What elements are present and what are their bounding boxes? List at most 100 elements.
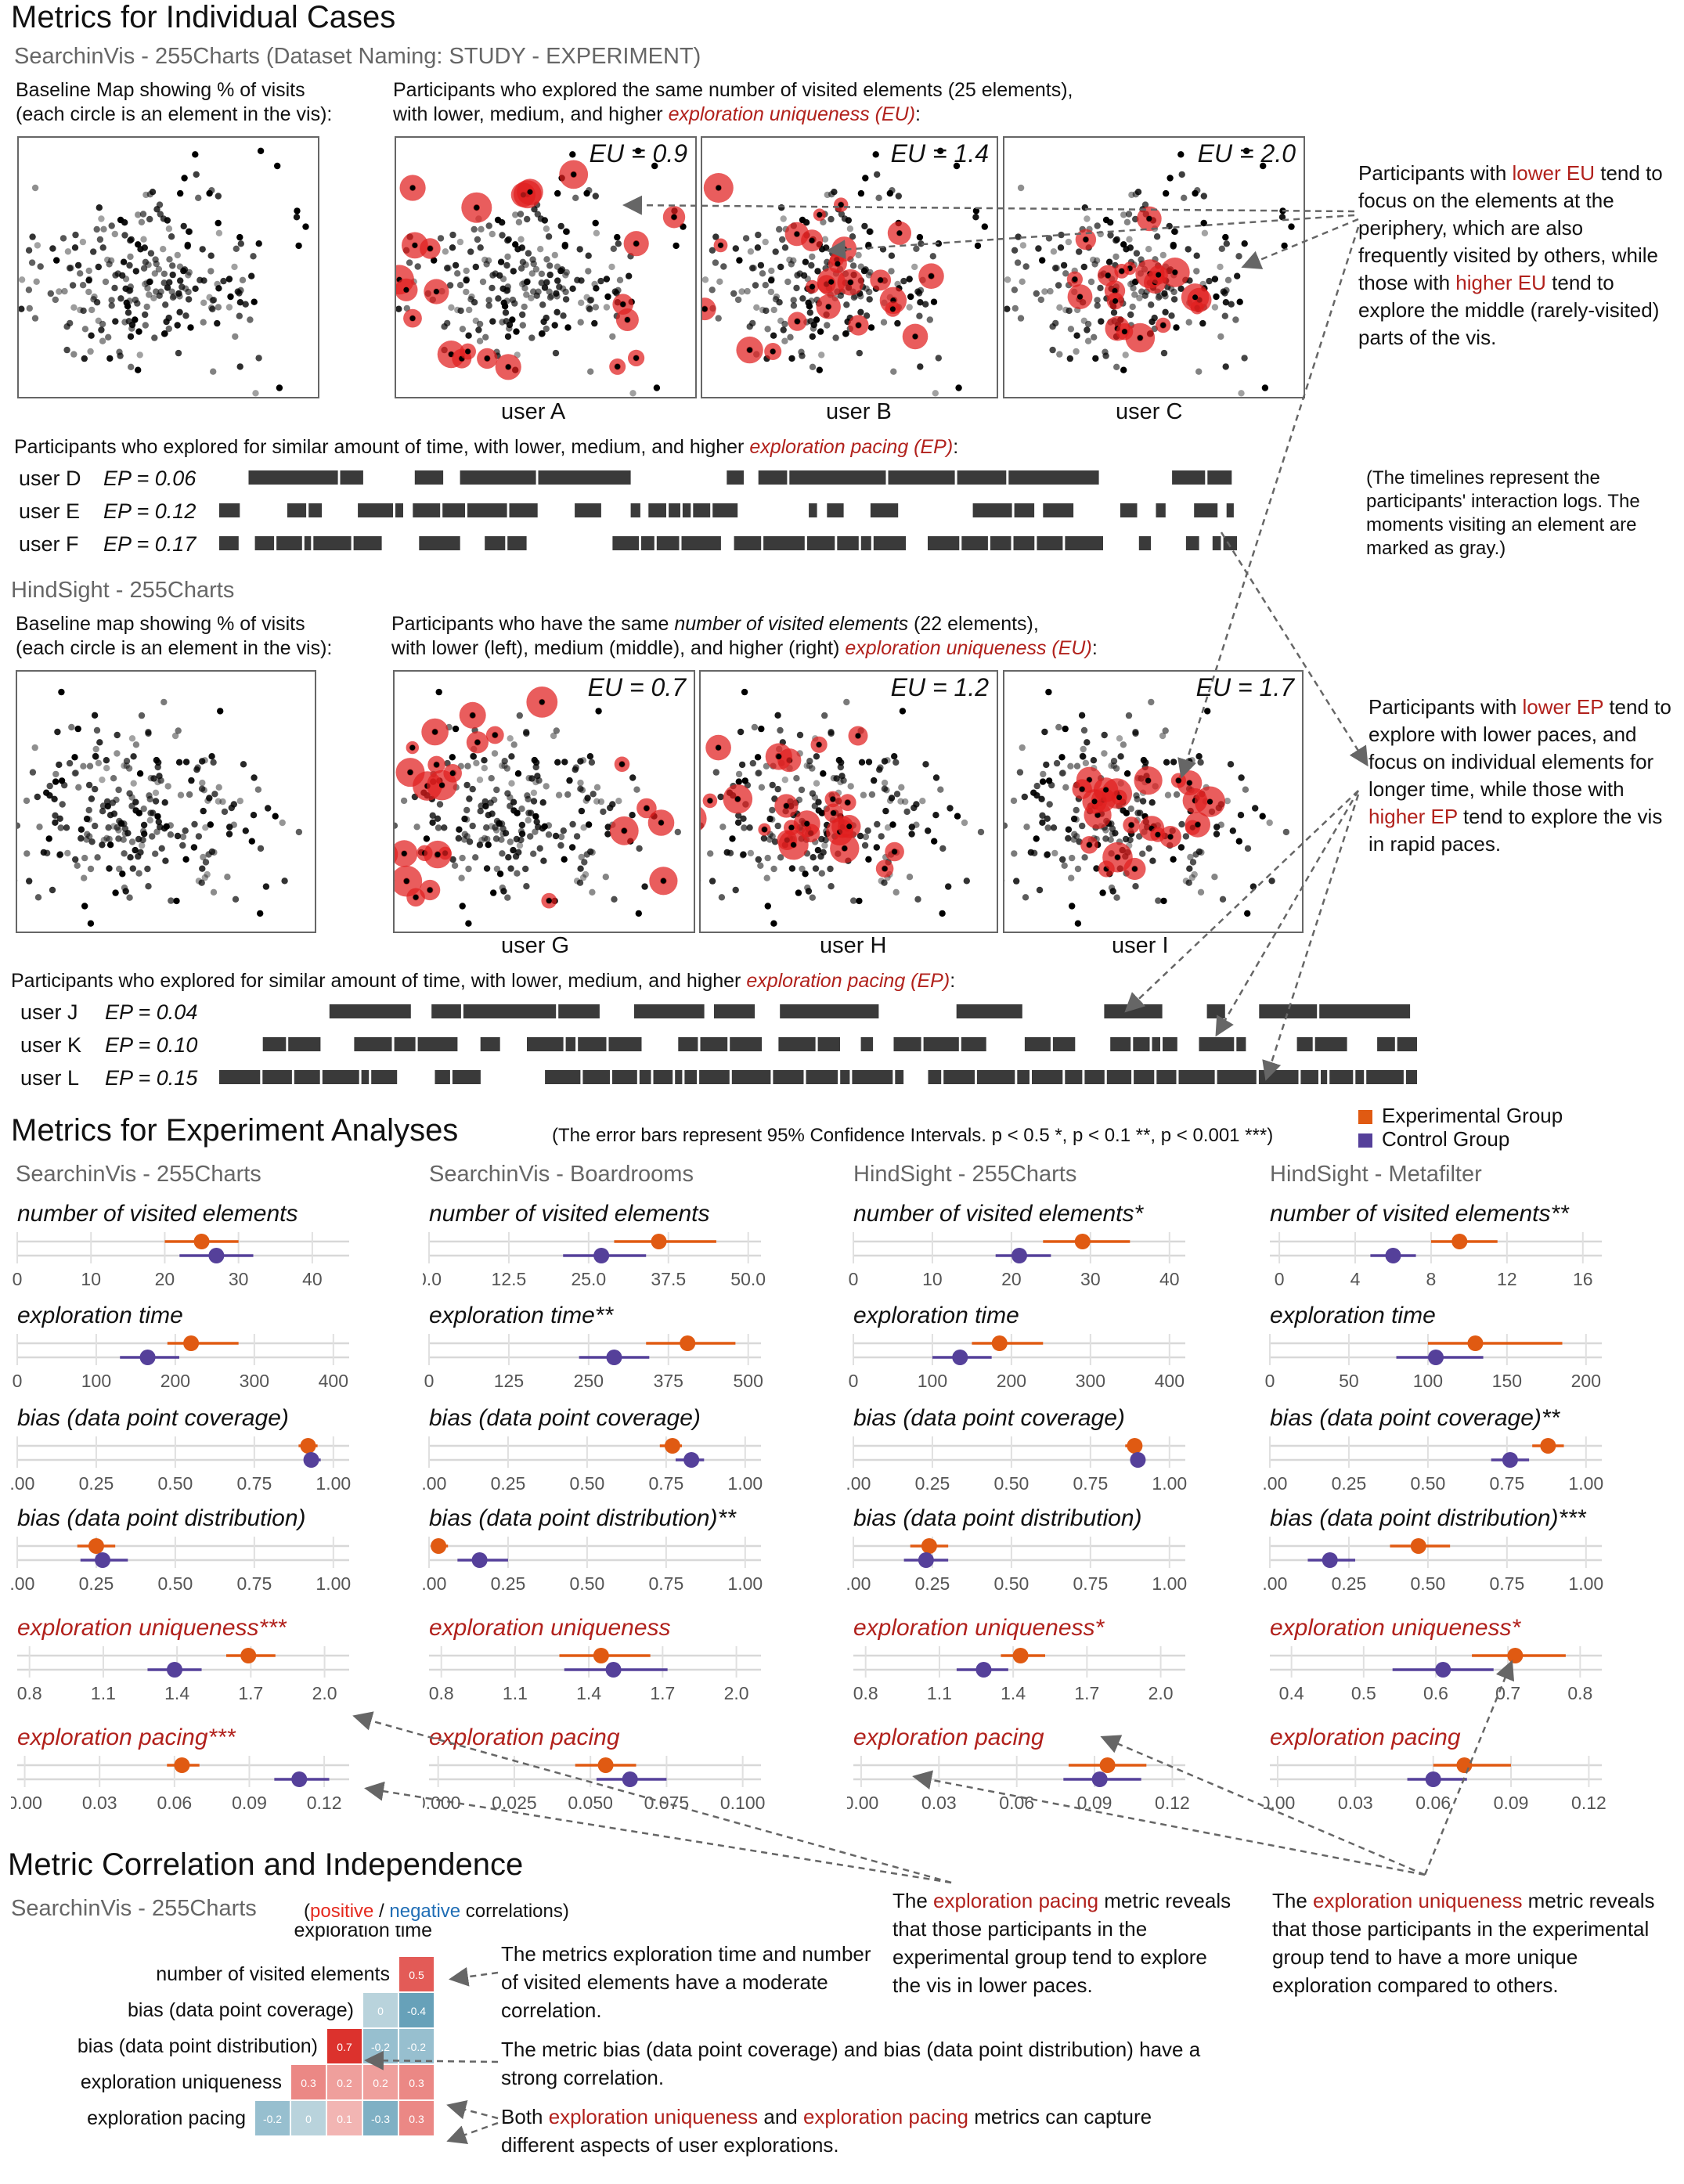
timeline-user-d-ep: EP = 0.06 — [103, 467, 196, 491]
map-point — [733, 245, 739, 251]
map-point — [922, 761, 929, 767]
timeline-segment — [219, 536, 239, 550]
map-point — [58, 689, 64, 695]
visited-point-core — [831, 810, 836, 816]
eu-value-user-i: EU = 1.7 — [1196, 673, 1294, 702]
eu-value-user-h: EU = 1.2 — [891, 673, 989, 702]
map-point — [509, 316, 515, 323]
map-point — [807, 309, 813, 315]
legend-label-control: Control Group — [1382, 1127, 1509, 1151]
map-point — [210, 759, 216, 766]
map-point — [1178, 821, 1185, 827]
map-point — [1238, 812, 1244, 818]
map-point — [1130, 304, 1136, 310]
tick-label: 0.75 — [236, 1473, 272, 1494]
map-point — [1045, 689, 1051, 695]
timeline-segment — [1194, 503, 1217, 517]
map-point — [1225, 277, 1231, 283]
metric-title: exploration time — [853, 1303, 1019, 1329]
map-point — [68, 724, 74, 730]
control-mean-dot — [208, 1248, 224, 1263]
map-point — [29, 233, 35, 240]
timeline-segment — [827, 503, 843, 517]
timeline-segment — [255, 536, 275, 550]
map-point — [490, 889, 496, 896]
map-point — [583, 294, 590, 301]
map-point — [1112, 254, 1119, 260]
map-point — [471, 299, 478, 305]
map-point — [1038, 297, 1044, 303]
map-point — [916, 313, 922, 319]
tick-label: 0.4 — [1279, 1683, 1304, 1703]
map-point — [489, 810, 495, 816]
map-point — [1079, 823, 1085, 829]
experimental-mean-dot — [183, 1335, 199, 1351]
map-point — [897, 798, 903, 805]
control-mean-dot — [1011, 1248, 1027, 1263]
map-point — [1262, 384, 1268, 391]
map-point — [900, 278, 907, 284]
map-point — [1223, 363, 1229, 369]
map-point — [517, 712, 523, 719]
map-point — [484, 865, 490, 871]
map-point — [162, 799, 168, 805]
eu-value-user-g: EU = 0.7 — [588, 673, 686, 702]
visited-point-core — [878, 277, 883, 283]
map-point — [1140, 798, 1146, 804]
visited-point-core — [434, 289, 439, 294]
map-point — [538, 215, 544, 222]
timeline-segment — [362, 1070, 370, 1084]
map-point — [110, 775, 117, 781]
map-point — [808, 262, 814, 268]
visited-point-core — [896, 230, 902, 236]
map-point — [806, 758, 813, 764]
visited-point-core — [412, 243, 417, 248]
map-point — [889, 253, 895, 259]
map-point — [57, 851, 63, 857]
control-mean-dot — [606, 1350, 622, 1365]
map-point — [1091, 334, 1097, 341]
map-point — [96, 760, 102, 766]
map-point — [200, 319, 207, 326]
map-point — [947, 805, 953, 811]
map-point — [1011, 247, 1018, 254]
map-point — [1142, 759, 1149, 766]
map-point — [1134, 250, 1140, 256]
map-point — [553, 290, 559, 297]
map-point — [294, 214, 300, 220]
timeline-segment — [578, 1037, 606, 1051]
map-point — [119, 272, 125, 279]
timeline-segment — [763, 536, 805, 550]
map-point — [121, 319, 128, 325]
tick-label: 0.25 — [915, 1473, 950, 1494]
note-eu-higher: higher EU — [1455, 271, 1546, 294]
experimental-mean-dot — [665, 1438, 680, 1454]
experimental-mean-dot — [1013, 1648, 1029, 1663]
map-point — [401, 798, 407, 804]
map-point — [188, 777, 194, 784]
tick-label: 1.7 — [650, 1683, 675, 1703]
tick-label: 0.09 — [232, 1793, 267, 1813]
map-point — [1213, 831, 1220, 837]
control-mean-dot — [975, 1662, 991, 1678]
map-point — [159, 845, 165, 852]
map-point — [554, 190, 561, 196]
map-point — [210, 369, 216, 375]
map-point — [200, 854, 206, 860]
map-point — [1090, 257, 1096, 263]
map-point — [744, 288, 750, 294]
map-point — [182, 827, 189, 834]
map-point — [1221, 288, 1227, 294]
map-point — [1195, 369, 1202, 375]
map-point — [140, 236, 146, 243]
legend-swatch-experimental — [1358, 1110, 1372, 1124]
timeline-segment — [323, 1070, 359, 1084]
visited-point-core — [1072, 276, 1077, 282]
visited-point-core — [528, 189, 533, 195]
map-point — [585, 268, 591, 274]
section-title-correlation: Metric Correlation and Independence — [8, 1847, 523, 1883]
map-point — [1062, 784, 1069, 791]
map-point — [766, 816, 773, 822]
map-point — [465, 333, 471, 339]
timeline-segment — [818, 1037, 840, 1051]
